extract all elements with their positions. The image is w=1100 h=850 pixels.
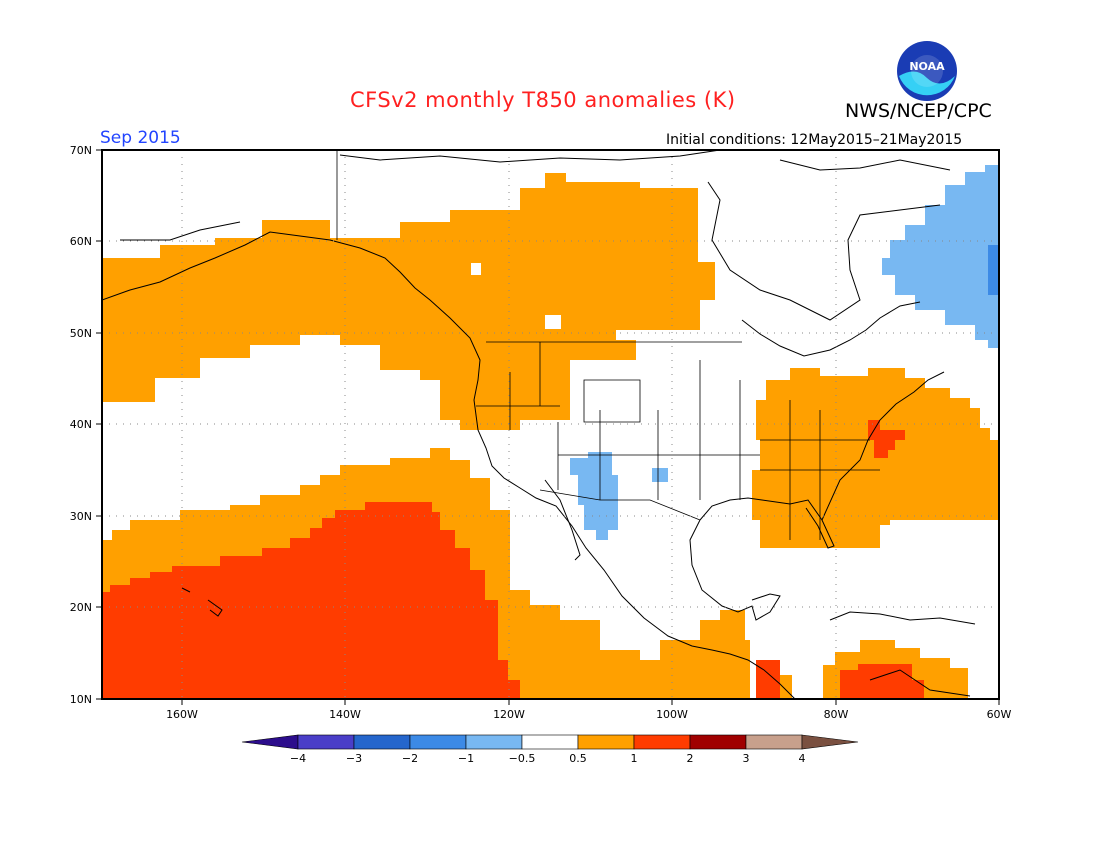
legend-level-label: −4	[290, 752, 306, 765]
legend-level-label: 3	[743, 752, 750, 765]
legend-swatch	[633, 734, 691, 750]
lat-label: 50N	[70, 327, 92, 340]
anomaly-hole	[471, 263, 481, 275]
lat-label: 30N	[70, 510, 92, 523]
anomaly-region-labrador-cooler	[988, 245, 999, 295]
lon-label: 160W	[166, 708, 198, 721]
legend-swatch	[465, 734, 523, 750]
anomaly-region-caribbean-warm	[823, 640, 968, 699]
legend-swatch	[577, 734, 635, 750]
valid-month-label: Sep 2015	[100, 128, 181, 148]
axis-ticks	[96, 149, 1000, 705]
lon-label: 80W	[824, 708, 849, 721]
legend-level-label: −2	[402, 752, 418, 765]
legend-swatch	[353, 734, 411, 750]
anomaly-hole	[545, 315, 561, 329]
anomaly-region-southwest-cool-small	[652, 468, 668, 482]
agency-label: NWS/NCEP/CPC	[845, 100, 992, 122]
map-title: CFSv2 monthly T850 anomalies (K)	[350, 88, 736, 112]
lat-label: 60N	[70, 235, 92, 248]
color-legend: −4 −3 −2 −1 −0.5 0.5 1 2 3 4	[241, 734, 859, 765]
legend-level-label: −1	[458, 752, 474, 765]
legend-level-label: 1	[631, 752, 638, 765]
lat-label: 70N	[70, 144, 92, 157]
noaa-logo: NOAA	[897, 41, 957, 101]
lat-label: 20N	[70, 601, 92, 614]
legend-level-label: 0.5	[569, 752, 587, 765]
anomaly-region-north-warm	[102, 173, 715, 430]
legend-level-label: 2	[687, 752, 694, 765]
anomaly-region-southwest-cool	[570, 452, 618, 540]
lon-label: 60W	[987, 708, 1012, 721]
grid-lines	[102, 150, 999, 699]
coastlines	[102, 150, 976, 699]
anomaly-region-midatlantic-hot	[868, 420, 905, 458]
anomaly-region-labrador-cool	[882, 165, 999, 348]
lon-label: 100W	[656, 708, 688, 721]
initial-conditions-label: Initial conditions: 12May2015–21May2015	[666, 132, 963, 148]
anomaly-region-central-america-warm	[780, 675, 792, 699]
legend-swatch	[521, 734, 579, 750]
legend-level-label: 4	[799, 752, 806, 765]
logo-text: NOAA	[909, 60, 945, 73]
lon-label: 120W	[493, 708, 525, 721]
state-boundaries	[336, 150, 880, 540]
lon-label: 140W	[329, 708, 361, 721]
lat-label: 10N	[70, 693, 92, 706]
legend-swatch	[241, 734, 299, 750]
anomaly-region-pacific-warm	[102, 448, 750, 699]
anomaly-region-central-america-hot	[756, 660, 780, 699]
anomaly-region-east-warm	[752, 368, 999, 548]
legend-level-label: −0.5	[509, 752, 536, 765]
lat-label: 40N	[70, 418, 92, 431]
legend-swatch	[409, 734, 467, 750]
anomaly-region-pacific-hot	[102, 502, 520, 699]
legend-swatch	[689, 734, 747, 750]
legend-swatch	[297, 734, 355, 750]
legend-level-label: −3	[346, 752, 362, 765]
legend-swatch	[801, 734, 859, 750]
legend-swatch	[745, 734, 803, 750]
anomaly-region-caribbean-hot	[840, 664, 924, 699]
map-frame	[101, 149, 1000, 700]
